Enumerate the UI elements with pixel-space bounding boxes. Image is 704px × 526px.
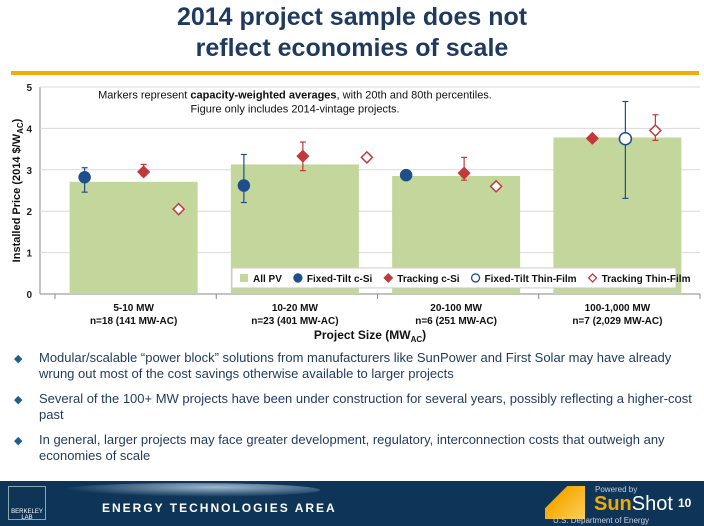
y-tick-label: 3 [26, 166, 32, 177]
bullet-text: Several of the 100+ MW projects have bee… [39, 391, 692, 422]
bullet-item: ◆ In general, larger projects may face gr… [14, 432, 694, 464]
annotation-bold: capacity-weighted averages [190, 90, 336, 102]
x-tick-label: 100-1,000 MW [585, 303, 651, 314]
y-tick-label: 1 [26, 249, 32, 260]
annotation-pre: Markers represent [98, 90, 190, 102]
powered-by: Powered by [595, 485, 638, 494]
legend-marker-icon [383, 272, 394, 283]
doe-label: U.S. Department of Energy [553, 516, 650, 525]
legend-label: Fixed-Tilt c-Si [307, 274, 373, 285]
legend-marker [470, 273, 481, 283]
y-tick-label: 0 [26, 290, 32, 301]
y-tick-label: 2 [26, 207, 32, 218]
legend-label: Tracking Thin-Film [602, 274, 691, 285]
marker-fixed-tilt-c-si [399, 168, 413, 182]
y-label-text: Installed Price (2014 $/W [11, 133, 23, 262]
legend-label: Tracking c-Si [397, 274, 459, 285]
diamond-bullet-icon: ◆ [14, 353, 23, 365]
title-line-1: 2014 project sample does not [176, 3, 528, 31]
x-tick-label: 10-20 MW [272, 303, 319, 314]
bullet-item: ◆ Several of the 100+ MW projects have be… [14, 391, 694, 423]
marker-tracking-c-si [585, 131, 599, 145]
legend-marker-icon [587, 272, 598, 283]
marker-tracking-c-si [457, 166, 471, 180]
annotation-line-1: Markers represent capacity-weighted aver… [98, 90, 492, 102]
legend-label: All PV [253, 274, 282, 285]
legend: All PV Fixed-Tilt c-Si Tracking c-Si Fixed-… [231, 267, 691, 289]
title-line-2: reflect economies of scale [195, 34, 509, 62]
x-label-end: ) [422, 328, 426, 342]
marker-fixed-tilt-c-si [78, 171, 91, 184]
legend-marker-icon [470, 273, 481, 283]
marker-tracking-thin-film [648, 123, 662, 138]
x-label-sub: AC [411, 335, 423, 344]
legend-swatch [240, 273, 248, 282]
legend-label: Fixed-Tilt Thin-Film [485, 274, 577, 285]
legend-marker [293, 273, 303, 283]
marker-tracking-thin-film [360, 150, 374, 164]
shot-text: Shot [631, 493, 673, 515]
sunshot-logo-icon [545, 486, 585, 519]
sunshot-wordmark: SunShot [594, 493, 673, 516]
marker-fixed-tilt-c-si [237, 179, 251, 192]
bullet-text: Modular/scalable “power block” solutions… [39, 350, 672, 381]
y-axis-label: Installed Price (2014 $/WAC) [11, 118, 25, 262]
berkeley-lab-logo: BERKELEY LAB [8, 486, 46, 521]
legend-box [231, 267, 677, 289]
y-label-end: ) [11, 118, 23, 122]
lab-name: BERKELEY LAB [11, 509, 43, 521]
y-label-sub: AC [16, 122, 25, 134]
marker-tracking-thin-film [172, 202, 186, 216]
annotation-line-2: Figure only includes 2014-vintage projec… [190, 104, 399, 116]
area-name: Energy Technologies Area [102, 501, 337, 515]
marker-fixed-tilt-thin-film [618, 132, 633, 146]
marker-tracking-thin-film [489, 179, 503, 193]
legend-marker [383, 272, 394, 283]
diamond-bullet-icon: ◆ [14, 394, 23, 406]
x-tick-count: n=23 (401 MW-AC) [251, 316, 338, 327]
marker-tracking-c-si [137, 165, 151, 179]
bar-all-pv [69, 181, 198, 294]
diamond-bullet-icon: ◆ [14, 435, 23, 447]
x-tick-label: 20-100 MW [430, 303, 482, 314]
y-tick-label: 5 [26, 83, 32, 94]
y-tick-label: 4 [26, 124, 32, 135]
x-tick-count: n=18 (141 MW-AC) [90, 316, 177, 327]
x-tick-label: 5-10 MW [113, 303, 154, 314]
x-tick-count: n=6 (251 MW-AC) [415, 316, 497, 327]
annotation-post: , with 20th and 80th percentiles. [337, 90, 492, 102]
slide-title: 2014 project sample does not reflect econ… [0, 2, 704, 64]
x-label-text: Project Size (MW [314, 328, 411, 342]
bullet-text: In general, larger projects may face gre… [39, 432, 665, 463]
bullet-list: ◆ Modular/scalable “power block” solution… [14, 350, 694, 473]
x-axis-label: Project Size (MWAC) [314, 328, 426, 344]
legend-marker-icon [293, 273, 303, 283]
x-tick-count: n=7 (2,029 MW-AC) [572, 316, 662, 327]
footer: BERKELEY LAB Energy Technologies Area Po… [0, 481, 704, 526]
legend-marker [587, 272, 598, 283]
title-divider [11, 71, 699, 75]
marker-tracking-c-si [296, 149, 310, 163]
bullet-item: ◆ Modular/scalable “power block” solution… [14, 350, 694, 382]
arc-decoration [60, 483, 320, 497]
page-number: 10 [678, 496, 692, 510]
sun-text: Sun [594, 493, 632, 515]
